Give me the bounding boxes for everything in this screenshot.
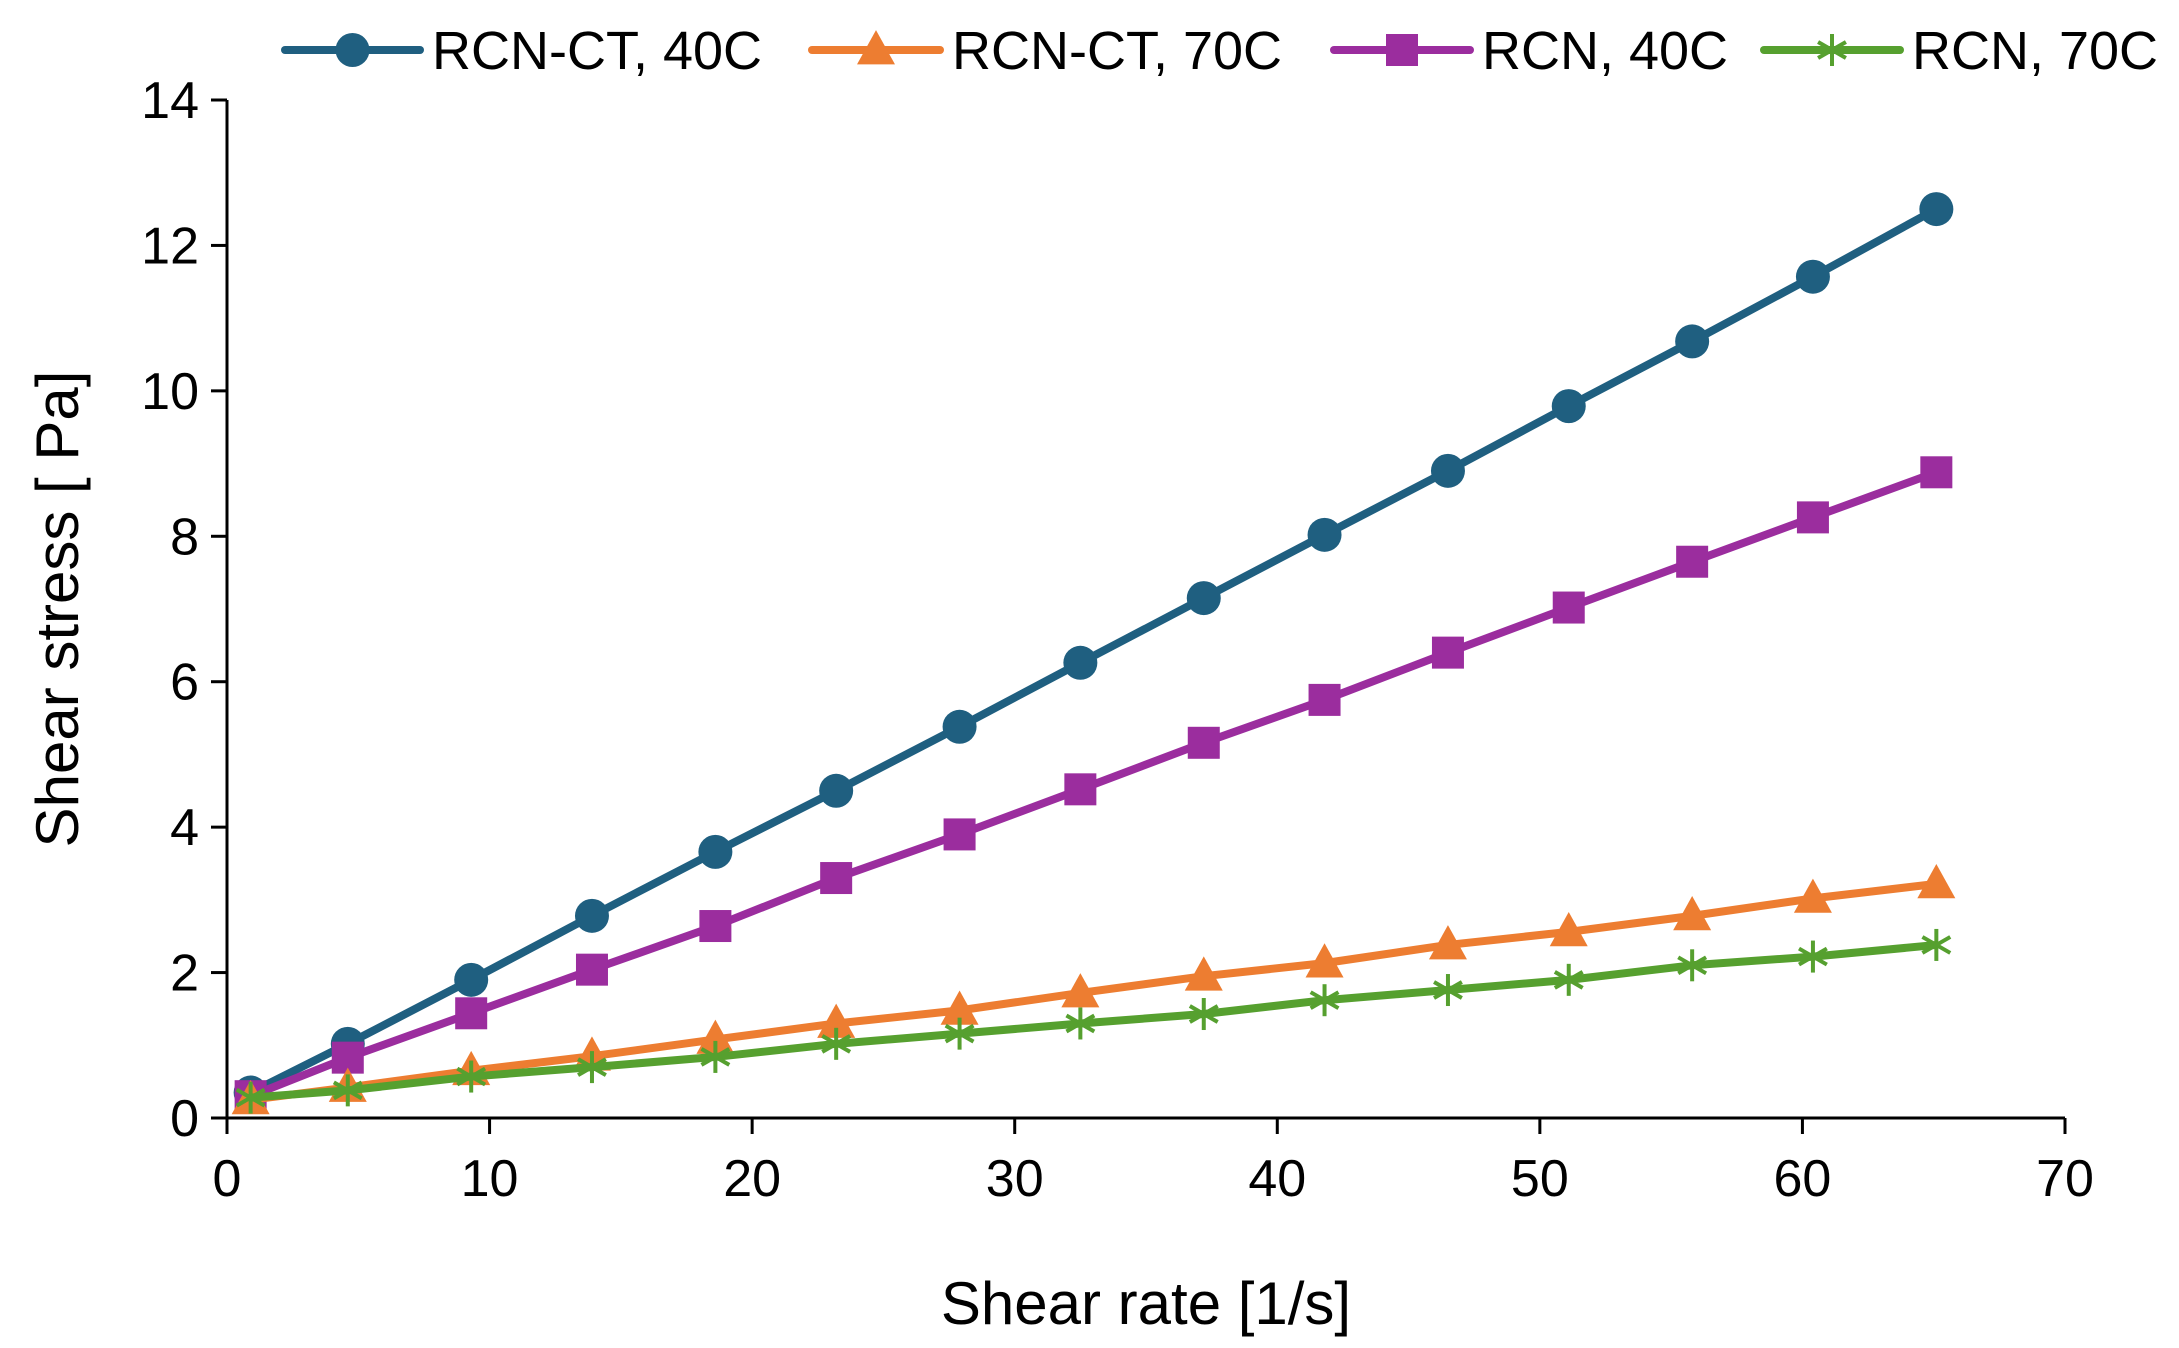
- data-point: [1430, 453, 1465, 488]
- data-point: [820, 862, 853, 895]
- y-axis-title: Shear stress [ Pa]: [24, 371, 91, 848]
- y-tick-label: 14: [141, 72, 199, 130]
- data-point: [1796, 501, 1829, 534]
- legend-item: RCN-CT, 40C: [281, 21, 762, 81]
- x-tick-label: 10: [461, 1150, 519, 1208]
- data-point: [1065, 1007, 1096, 1040]
- data-point: [696, 1019, 735, 1054]
- data-point: [698, 834, 733, 869]
- y-tick-label: 4: [170, 799, 199, 857]
- data-point: [1431, 636, 1464, 669]
- data-point: [944, 1017, 975, 1050]
- data-point: [942, 709, 977, 744]
- legend-item: RCN-CT, 70C: [808, 21, 1282, 81]
- data-point: [1798, 940, 1828, 973]
- data-point: [1677, 949, 1708, 982]
- data-point: [1063, 645, 1098, 680]
- x-tick-label: 0: [213, 1150, 242, 1208]
- data-point: [943, 818, 976, 851]
- data-point: [1188, 998, 1219, 1031]
- x-tick-label: 30: [986, 1150, 1044, 1208]
- data-point: [1307, 517, 1342, 552]
- data-point: [1920, 456, 1953, 489]
- data-point: [235, 1081, 266, 1114]
- data-point: [454, 962, 489, 997]
- data-point: [455, 997, 488, 1030]
- x-tick-label: 70: [2036, 1150, 2094, 1208]
- legend-label: RCN, 40C: [1482, 21, 1728, 81]
- x-axis-title: Shear rate [1/s]: [941, 1270, 1351, 1337]
- data-point: [819, 773, 854, 808]
- y-tick-label: 6: [170, 654, 199, 712]
- y-tick-label: 10: [141, 363, 199, 421]
- series-rcn-70c: [235, 928, 1952, 1114]
- data-point: [817, 1003, 856, 1038]
- data-point: [1552, 591, 1585, 624]
- data-point: [1673, 896, 1712, 931]
- data-point: [1676, 545, 1709, 578]
- data-point: [1675, 324, 1710, 359]
- data-point: [332, 1074, 363, 1107]
- data-point: [1921, 928, 1952, 961]
- data-point: [1308, 683, 1341, 716]
- legend-marker: [1386, 34, 1418, 66]
- data-point: [1064, 773, 1097, 806]
- data-point: [1795, 259, 1830, 294]
- data-point: [1919, 192, 1954, 227]
- data-point: [700, 1040, 731, 1073]
- data-point: [1793, 878, 1832, 913]
- series-rcn-ct-40c: [233, 192, 1954, 1110]
- data-point: [577, 1051, 607, 1084]
- data-point: [1187, 726, 1220, 759]
- legend: RCN-CT, 40C RCN-CT, 70C RCN, 40C RCN, 70C: [281, 21, 2158, 81]
- x-tick-label: 20: [723, 1150, 781, 1208]
- y-tick-label: 0: [170, 1090, 199, 1148]
- legend-item: RCN, 40C: [1330, 21, 1728, 81]
- series-layer: [231, 192, 1956, 1115]
- x-ticks: 0 10 20 30 40 50 60 70: [213, 1118, 2094, 1208]
- data-point: [1184, 956, 1223, 991]
- data-point: [575, 953, 608, 986]
- axes: 0 2 4 6 8 10 12 14 0 10 20 30 40 50 60 70: [141, 72, 2094, 1208]
- legend-marker: [857, 30, 895, 65]
- data-point: [1917, 864, 1956, 899]
- legend-marker: [1817, 34, 1847, 66]
- x-tick-label: 60: [1774, 1150, 1832, 1208]
- legend-label: RCN-CT, 40C: [432, 21, 762, 81]
- data-point: [1305, 943, 1344, 978]
- data-point: [821, 1027, 852, 1060]
- legend-marker: [335, 33, 370, 67]
- y-tick-label: 8: [170, 508, 199, 566]
- data-point: [456, 1060, 487, 1093]
- legend-label: RCN, 70C: [1912, 21, 2158, 81]
- y-tick-label: 12: [141, 217, 199, 275]
- legend-item: RCN, 70C: [1760, 21, 2158, 81]
- data-point: [940, 990, 979, 1025]
- series-line: [246, 940, 1941, 1102]
- data-point: [1309, 984, 1340, 1017]
- x-tick-label: 40: [1248, 1150, 1306, 1208]
- y-ticks: 0 2 4 6 8 10 12 14: [141, 72, 227, 1148]
- data-point: [699, 910, 732, 943]
- series-rcn-40c: [234, 456, 1953, 1113]
- y-tick-label: 2: [170, 945, 199, 1003]
- data-point: [1549, 912, 1588, 947]
- data-point: [1433, 974, 1463, 1007]
- data-point: [574, 898, 609, 933]
- data-point: [1553, 963, 1584, 996]
- data-point: [1551, 389, 1586, 424]
- data-point: [1186, 581, 1221, 616]
- data-point: [1061, 973, 1100, 1008]
- x-tick-label: 50: [1511, 1150, 1569, 1208]
- legend-label: RCN-CT, 70C: [952, 21, 1282, 81]
- data-point: [1428, 925, 1467, 960]
